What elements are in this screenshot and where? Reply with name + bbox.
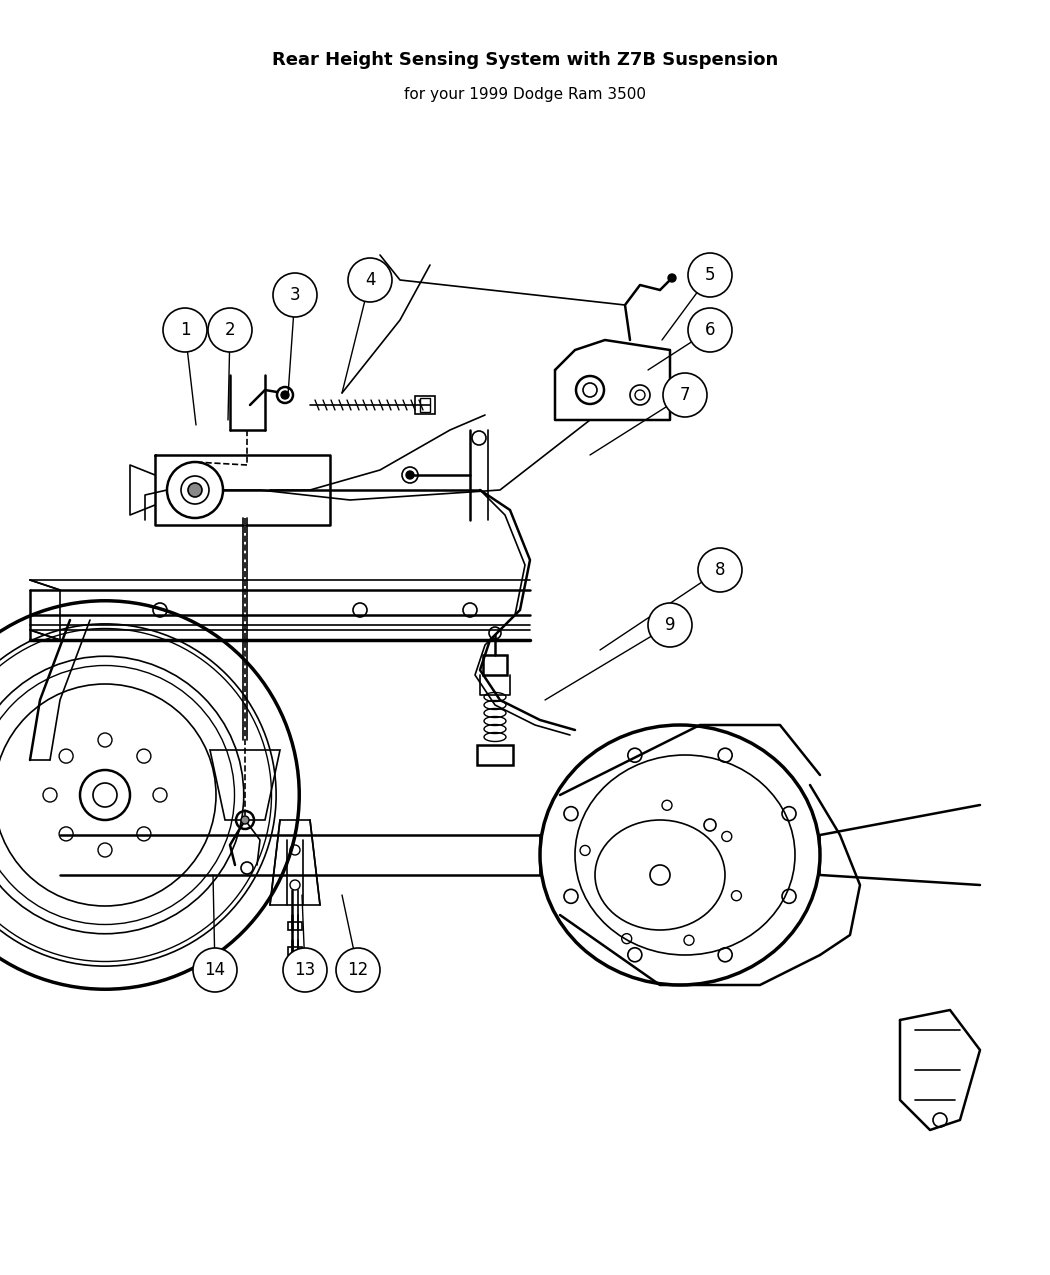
Text: 14: 14: [205, 961, 226, 979]
Text: 12: 12: [348, 961, 369, 979]
Circle shape: [336, 949, 380, 992]
Text: 13: 13: [294, 961, 316, 979]
Text: 9: 9: [665, 616, 675, 634]
Text: 7: 7: [679, 386, 690, 404]
Text: 3: 3: [290, 286, 300, 303]
Circle shape: [281, 391, 289, 399]
Circle shape: [663, 374, 707, 417]
Text: 6: 6: [705, 321, 715, 339]
Circle shape: [648, 603, 692, 646]
Text: for your 1999 Dodge Ram 3500: for your 1999 Dodge Ram 3500: [404, 88, 646, 102]
Circle shape: [406, 470, 414, 479]
Circle shape: [668, 274, 676, 282]
Circle shape: [188, 483, 202, 497]
Circle shape: [163, 309, 207, 352]
Text: 2: 2: [225, 321, 235, 339]
Circle shape: [688, 309, 732, 352]
Circle shape: [348, 258, 392, 302]
Circle shape: [273, 273, 317, 317]
Circle shape: [698, 548, 742, 592]
Circle shape: [284, 949, 327, 992]
Circle shape: [193, 949, 237, 992]
Text: 8: 8: [715, 561, 726, 579]
Circle shape: [688, 252, 732, 297]
Text: 4: 4: [364, 272, 375, 289]
Circle shape: [208, 309, 252, 352]
Text: Rear Height Sensing System with Z7B Suspension: Rear Height Sensing System with Z7B Susp…: [272, 51, 778, 69]
Circle shape: [242, 816, 249, 824]
Text: 5: 5: [705, 266, 715, 284]
Text: 1: 1: [180, 321, 190, 339]
